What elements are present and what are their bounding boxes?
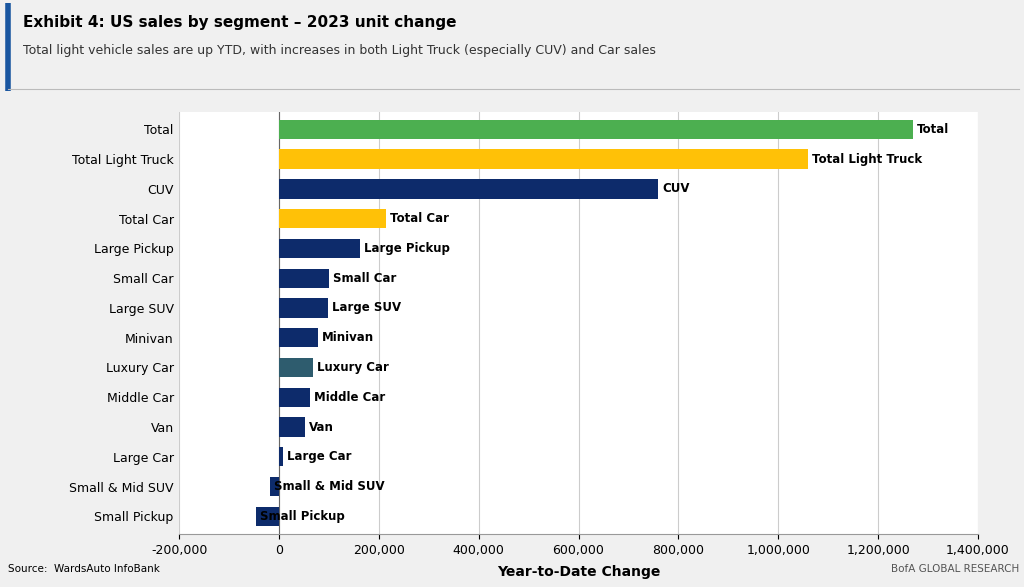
Bar	[279, 120, 913, 139]
Text: Luxury Car: Luxury Car	[317, 361, 389, 374]
Bar	[256, 507, 279, 526]
Text: Minivan: Minivan	[322, 331, 374, 344]
Text: Total Light Truck: Total Light Truck	[812, 153, 923, 166]
Bar	[279, 387, 310, 407]
Text: BofA GLOBAL RESEARCH: BofA GLOBAL RESEARCH	[891, 564, 1019, 574]
Bar	[279, 328, 318, 348]
Text: Source:  WardsAuto InfoBank: Source: WardsAuto InfoBank	[8, 564, 160, 574]
Bar	[279, 179, 658, 198]
Text: Small Pickup: Small Pickup	[259, 510, 344, 523]
Bar	[279, 298, 328, 318]
Text: Large SUV: Large SUV	[332, 302, 401, 315]
Text: Total Car: Total Car	[390, 212, 450, 225]
Text: Total: Total	[918, 123, 949, 136]
Text: Small & Mid SUV: Small & Mid SUV	[274, 480, 385, 493]
Bar	[279, 209, 386, 228]
Text: Middle Car: Middle Car	[314, 391, 385, 404]
Bar	[279, 268, 329, 288]
Bar	[270, 477, 279, 496]
Bar	[279, 447, 283, 467]
Text: Van: Van	[309, 420, 334, 434]
Text: Exhibit 4: US sales by segment – 2023 unit change: Exhibit 4: US sales by segment – 2023 un…	[23, 15, 456, 30]
Text: CUV: CUV	[663, 183, 690, 195]
Bar	[279, 150, 808, 169]
Bar	[279, 239, 360, 258]
Text: Large Car: Large Car	[287, 450, 351, 463]
Bar	[279, 358, 313, 377]
X-axis label: Year-to-Date Change: Year-to-Date Change	[497, 565, 660, 579]
Text: Large Pickup: Large Pickup	[365, 242, 451, 255]
Bar	[279, 417, 305, 437]
Text: Total light vehicle sales are up YTD, with increases in both Light Truck (especi: Total light vehicle sales are up YTD, wi…	[23, 44, 655, 57]
Text: Small Car: Small Car	[333, 272, 396, 285]
